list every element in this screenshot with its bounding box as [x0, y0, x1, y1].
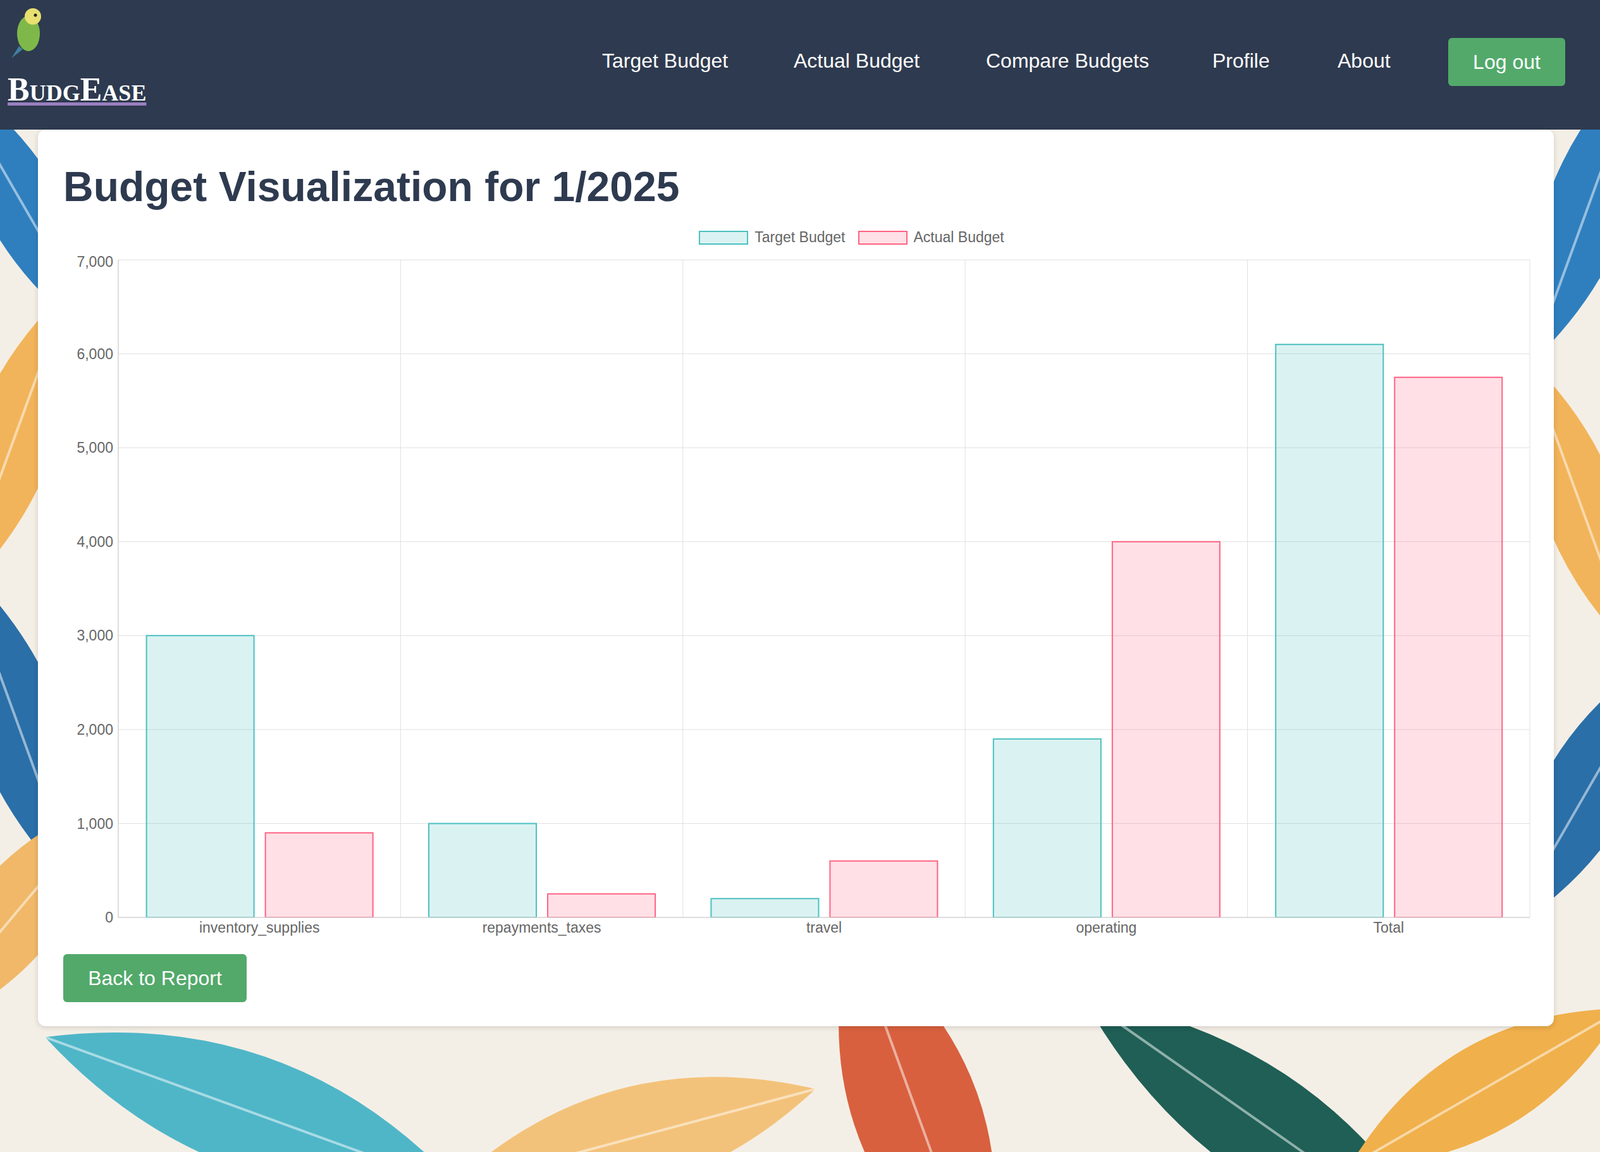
svg-text:repayments_taxes: repayments_taxes: [482, 919, 602, 936]
html-text:Profile: Profile: [1212, 49, 1270, 73]
html-text:Target Budget: Target Budget: [602, 49, 729, 73]
html-text:Log out: Log out: [1472, 50, 1541, 74]
svg-text:0: 0: [104, 909, 114, 926]
html-text:Budget Visualization for 1/202: Budget Visualization for 1/2025: [63, 163, 680, 210]
svg-text:inventory_supplies: inventory_supplies: [199, 919, 320, 936]
html-text:About: About: [1337, 49, 1391, 73]
svg-text:7,000: 7,000: [76, 253, 114, 271]
svg-text:4,000: 4,000: [76, 533, 114, 551]
html-text:Compare Budgets: Compare Budgets: [985, 49, 1150, 73]
html-text:Actual Budget: Actual Budget: [793, 49, 920, 73]
html-text:Back to Report: Back to Report: [88, 966, 222, 990]
html-text:Actual Budget: Actual Budget: [913, 228, 1005, 246]
svg-text:operating: operating: [1075, 919, 1137, 936]
svg-text:travel: travel: [806, 919, 842, 936]
html-text:BudgEase: BudgEase: [7, 71, 147, 108]
html-text:Target Budget: Target Budget: [754, 228, 846, 246]
svg-text:6,000: 6,000: [76, 345, 114, 363]
svg-text:Total: Total: [1373, 919, 1405, 936]
svg-text:1,000: 1,000: [76, 815, 114, 833]
svg-text:5,000: 5,000: [76, 439, 114, 456]
svg-text:3,000: 3,000: [76, 627, 114, 644]
svg-text:2,000: 2,000: [76, 721, 114, 739]
